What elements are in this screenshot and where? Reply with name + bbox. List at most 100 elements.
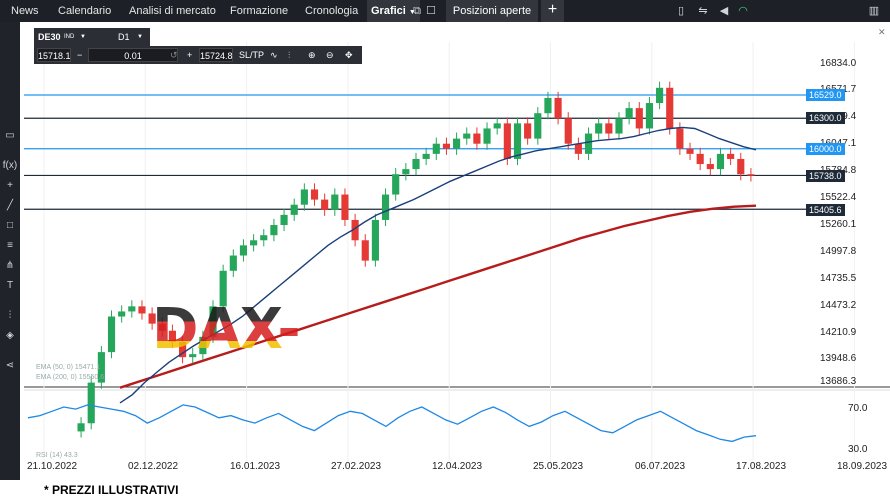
- maximize-icon[interactable]: ☐: [426, 5, 436, 17]
- candle-body: [138, 306, 146, 314]
- candle-body: [656, 87, 664, 104]
- price-tick: 14735.5: [820, 273, 857, 284]
- trade-toolbar: 15718.1 − 0.01 ↺ + 15724.8 SL/TP ∿ ⫶ ⊕ ⊖…: [34, 46, 362, 64]
- rsi-line: [27, 404, 757, 443]
- candle-body: [645, 103, 654, 129]
- line-tool-icon[interactable]: ╱: [6, 200, 14, 211]
- sltp-button[interactable]: SL/TP: [239, 50, 265, 60]
- indicators-icon[interactable]: ⫶: [8, 310, 12, 321]
- candle-body: [229, 255, 237, 271]
- candle-body: [168, 330, 176, 342]
- candlestick-icon[interactable]: ⫶: [288, 50, 291, 60]
- date-tick: 27.02.2023: [331, 461, 382, 472]
- connection-icon[interactable]: ⇋: [698, 5, 708, 17]
- date-tick: 16.01.2023: [230, 461, 281, 472]
- zoom-in-icon[interactable]: ⊕: [308, 50, 316, 60]
- candle-body: [381, 194, 390, 220]
- candle-body: [574, 143, 582, 154]
- candle-body: [493, 123, 501, 129]
- drawing-tools-sidebar: ▭ f(x) + ╱ □ ≡ ⋔ T ⫶ ◈ ⋖: [0, 22, 20, 480]
- candle-body: [209, 306, 217, 337]
- level-badge[interactable]: 16529.0: [806, 89, 845, 101]
- level-badge[interactable]: 16000.0: [806, 143, 845, 155]
- candle-body: [544, 97, 552, 114]
- buy-price[interactable]: 15724.8: [199, 48, 233, 62]
- candle-body: [422, 153, 430, 159]
- volume-input[interactable]: 0.01: [88, 48, 178, 62]
- text-tool-icon[interactable]: T: [6, 280, 14, 291]
- sell-price[interactable]: 15718.1: [37, 48, 71, 62]
- date-tick: 12.04.2023: [432, 461, 483, 472]
- zoom-out-icon[interactable]: ⊖: [326, 50, 334, 60]
- candle-body: [453, 138, 461, 149]
- tab-posizioni-aperte[interactable]: Posizioni aperte: [446, 0, 538, 22]
- line-chart-icon[interactable]: ∿: [270, 50, 278, 60]
- top-navigation-bar: News Calendario Analisi di mercato Forma…: [0, 0, 890, 22]
- tab-formazione[interactable]: Formazione: [230, 5, 289, 17]
- candle-body: [706, 164, 714, 170]
- candle-body: [666, 87, 674, 129]
- candle-body: [402, 169, 410, 175]
- candle-body: [158, 323, 166, 331]
- pitchfork-icon[interactable]: ⋔: [5, 260, 15, 271]
- add-tab-button[interactable]: +: [540, 0, 564, 22]
- share-icon[interactable]: ⋖: [5, 360, 15, 371]
- ema-fast-legend: EMA (50, 0) 15471.1: [36, 364, 101, 371]
- candle-body: [463, 133, 471, 139]
- candle-body: [524, 123, 532, 139]
- candle-body: [239, 245, 248, 256]
- layers-icon[interactable]: ◈: [6, 330, 14, 341]
- candle-body: [321, 199, 329, 210]
- chevron-down-icon[interactable]: ▼: [137, 34, 143, 40]
- wifi-icon: ◠: [738, 5, 748, 17]
- date-tick: 02.12.2022: [128, 461, 179, 472]
- book-icon[interactable]: ▯: [677, 5, 685, 17]
- fibonacci-icon[interactable]: ≡: [7, 240, 13, 251]
- crosshair-icon[interactable]: +: [7, 180, 13, 191]
- date-tick: 25.05.2023: [533, 461, 584, 472]
- chart-area[interactable]: ✕: [20, 22, 890, 480]
- candle-body: [727, 153, 735, 159]
- popout-icon[interactable]: ⧉: [413, 5, 421, 17]
- sidebar-toggle-icon[interactable]: ▥: [868, 5, 880, 17]
- function-icon[interactable]: f(x): [2, 160, 18, 171]
- candle-body: [625, 108, 633, 119]
- candle-body: [341, 194, 349, 220]
- minus-icon[interactable]: −: [77, 50, 83, 60]
- rectangle-tool-icon[interactable]: □: [6, 220, 14, 231]
- symbol-name[interactable]: DE30: [38, 32, 61, 42]
- tab-analisi-di-mercato[interactable]: Analisi di mercato: [129, 5, 216, 17]
- candle-body: [442, 143, 451, 149]
- candle-body: [696, 153, 704, 165]
- tab-cronologia[interactable]: Cronologia: [305, 5, 359, 17]
- chart-canvas[interactable]: [20, 22, 890, 480]
- volume-icon[interactable]: ◀: [719, 5, 729, 17]
- tab-news[interactable]: News: [11, 5, 39, 17]
- tab-calendario[interactable]: Calendario: [58, 5, 112, 17]
- plus-icon[interactable]: +: [187, 50, 193, 60]
- candle-body: [513, 123, 522, 159]
- chevron-down-icon[interactable]: ▼: [80, 34, 86, 40]
- level-badge[interactable]: 15405.6: [806, 204, 845, 216]
- candle-body: [219, 270, 227, 307]
- reset-icon[interactable]: ↺: [170, 50, 178, 60]
- candle-body: [310, 189, 319, 200]
- price-tick: 13686.3: [820, 376, 857, 387]
- level-badge[interactable]: 15738.0: [806, 170, 845, 182]
- panel-icon[interactable]: ▭: [5, 130, 15, 141]
- timeframe-selector[interactable]: D1: [118, 32, 130, 42]
- candle-body: [118, 311, 126, 317]
- chevron-down-icon[interactable]: ▼: [408, 9, 416, 16]
- tab-grafici[interactable]: Grafici ▼: [367, 0, 420, 22]
- price-tick: 15522.4: [820, 192, 857, 203]
- candle-body: [77, 423, 85, 432]
- price-tick: 14473.2: [820, 300, 857, 311]
- symbol-toolbar: DE30 IND ▼ D1 ▼: [34, 28, 150, 46]
- move-icon[interactable]: ✥: [345, 50, 353, 60]
- close-chart-icon[interactable]: ✕: [878, 27, 886, 37]
- date-tick: 18.09.2023: [837, 461, 888, 472]
- candle-body: [747, 174, 755, 176]
- level-badge[interactable]: 16300.0: [806, 112, 845, 124]
- symbol-type: IND: [64, 34, 75, 40]
- candle-body: [371, 219, 379, 261]
